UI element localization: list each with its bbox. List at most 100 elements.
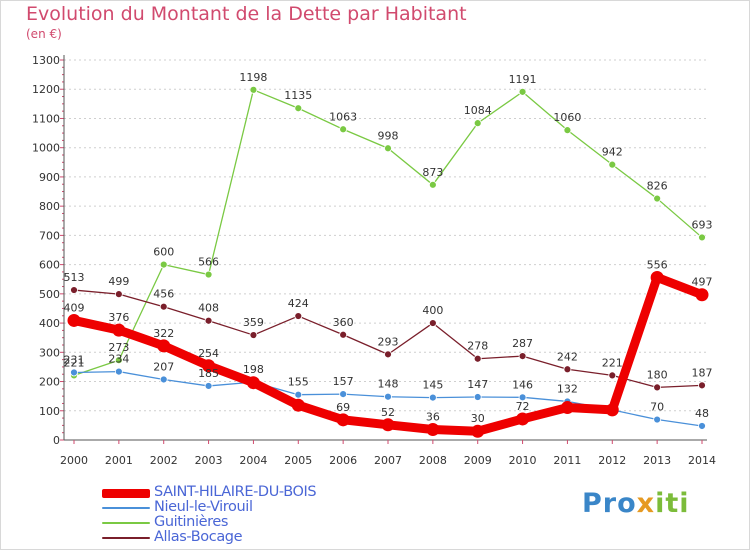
data-point-saint-hilaire-du-bois	[516, 412, 530, 426]
x-tick-label: 2002	[150, 454, 178, 467]
data-label: 456	[153, 288, 174, 301]
logo-part-2: x	[636, 488, 656, 519]
data-label: 145	[422, 379, 443, 392]
data-point-saint-hilaire-du-bois	[650, 270, 664, 284]
data-label: 72	[516, 400, 530, 413]
data-label: 998	[378, 129, 399, 142]
data-label: 30	[471, 412, 485, 425]
data-label: 826	[647, 180, 668, 193]
data-label: 499	[108, 275, 129, 288]
data-label: 278	[467, 340, 488, 353]
data-point-nieul-le-virouil	[159, 375, 168, 384]
data-label: 234	[108, 353, 129, 366]
data-point-guitinieres	[249, 85, 258, 94]
data-label: 157	[333, 375, 354, 388]
legend-swatch	[102, 488, 150, 498]
x-tick-label: 2007	[374, 454, 402, 467]
data-label: 1060	[553, 111, 581, 124]
data-point-saint-hilaire-du-bois	[291, 398, 305, 412]
x-tick-label: 2014	[688, 454, 716, 467]
data-point-allas-bocage	[518, 352, 527, 361]
data-label: 942	[602, 146, 623, 159]
data-label: 69	[336, 401, 350, 414]
data-point-nieul-le-virouil	[653, 415, 662, 424]
y-tick-label: 1200	[32, 83, 60, 96]
data-label: 207	[153, 360, 174, 373]
data-label: 1084	[464, 104, 492, 117]
data-point-nieul-le-virouil	[70, 368, 78, 377]
data-label: 180	[647, 368, 668, 381]
data-point-allas-bocage	[249, 331, 258, 339]
data-point-nieul-le-virouil	[698, 422, 706, 430]
logo-part-3: iti	[655, 488, 690, 519]
data-point-allas-bocage	[114, 290, 123, 299]
data-label: 376	[108, 311, 129, 324]
x-tick-label: 2012	[598, 454, 626, 467]
y-tick-label: 400	[39, 317, 60, 330]
y-tick-label: 600	[39, 259, 60, 272]
chart-title: Evolution du Montant de la Dette par Hab…	[26, 3, 467, 25]
data-label: 1063	[329, 110, 357, 123]
y-tick-label: 100	[39, 405, 60, 418]
data-point-guitinieres	[204, 270, 213, 279]
data-point-allas-bocage	[563, 365, 572, 374]
data-point-nieul-le-virouil	[204, 382, 213, 390]
chart-subtitle: (en €)	[26, 27, 62, 41]
data-label: 409	[64, 301, 85, 314]
data-point-guitinieres	[518, 87, 527, 96]
x-tick-label: 2011	[553, 454, 581, 467]
data-point-allas-bocage	[339, 330, 348, 339]
data-label: 221	[64, 356, 85, 369]
data-label: 148	[378, 378, 399, 391]
legend-swatch	[102, 522, 150, 524]
legend-swatch	[102, 537, 150, 539]
y-tick-label: 1100	[32, 112, 60, 125]
data-point-nieul-le-virouil	[339, 390, 348, 399]
y-tick-label: 200	[39, 376, 60, 389]
y-tick-label: 1300	[32, 54, 60, 67]
data-point-guitinieres	[698, 233, 706, 242]
y-tick-label: 800	[39, 200, 60, 213]
data-label: 408	[198, 302, 219, 315]
data-point-allas-bocage	[159, 302, 168, 311]
legend-swatch	[102, 507, 150, 509]
data-label: 221	[602, 356, 623, 369]
data-label: 359	[243, 316, 264, 329]
y-tick-label: 900	[39, 171, 60, 184]
data-point-allas-bocage	[653, 383, 662, 392]
data-point-guitinieres	[384, 144, 392, 153]
data-point-saint-hilaire-du-bois	[381, 418, 395, 432]
legend-label: SAINT-HILAIRE-DU-BOIS	[154, 484, 317, 500]
data-point-allas-bocage	[698, 381, 706, 390]
data-point-saint-hilaire-du-bois	[605, 403, 619, 417]
data-point-saint-hilaire-du-bois	[695, 288, 709, 302]
data-point-nieul-le-virouil	[473, 393, 482, 401]
data-point-guitinieres	[294, 104, 303, 113]
data-point-saint-hilaire-du-bois	[202, 359, 216, 373]
x-tick-label: 2001	[105, 454, 133, 467]
data-label: 1198	[239, 71, 267, 84]
data-point-saint-hilaire-du-bois	[112, 323, 126, 337]
legend-label: Nieul-le-Virouil	[154, 499, 253, 515]
data-label: 147	[467, 378, 488, 391]
data-point-nieul-le-virouil	[518, 393, 527, 402]
data-label: 36	[426, 410, 440, 423]
data-point-saint-hilaire-du-bois	[157, 339, 171, 353]
data-point-allas-bocage	[428, 319, 437, 327]
data-label: 424	[288, 297, 309, 310]
data-label: 293	[378, 335, 399, 348]
data-label: 185	[198, 367, 219, 380]
data-label: 287	[512, 337, 533, 350]
data-label: 146	[512, 378, 533, 391]
data-point-guitinieres	[339, 125, 348, 134]
data-label: 187	[692, 366, 713, 379]
data-point-guitinieres	[159, 260, 168, 269]
data-point-guitinieres	[473, 119, 482, 128]
data-label: 1191	[509, 73, 537, 86]
data-point-nieul-le-virouil	[384, 392, 392, 401]
y-tick-label: 500	[39, 288, 60, 301]
proxiti-logo: Proxiti	[582, 488, 690, 519]
data-point-saint-hilaire-du-bois	[336, 413, 350, 427]
